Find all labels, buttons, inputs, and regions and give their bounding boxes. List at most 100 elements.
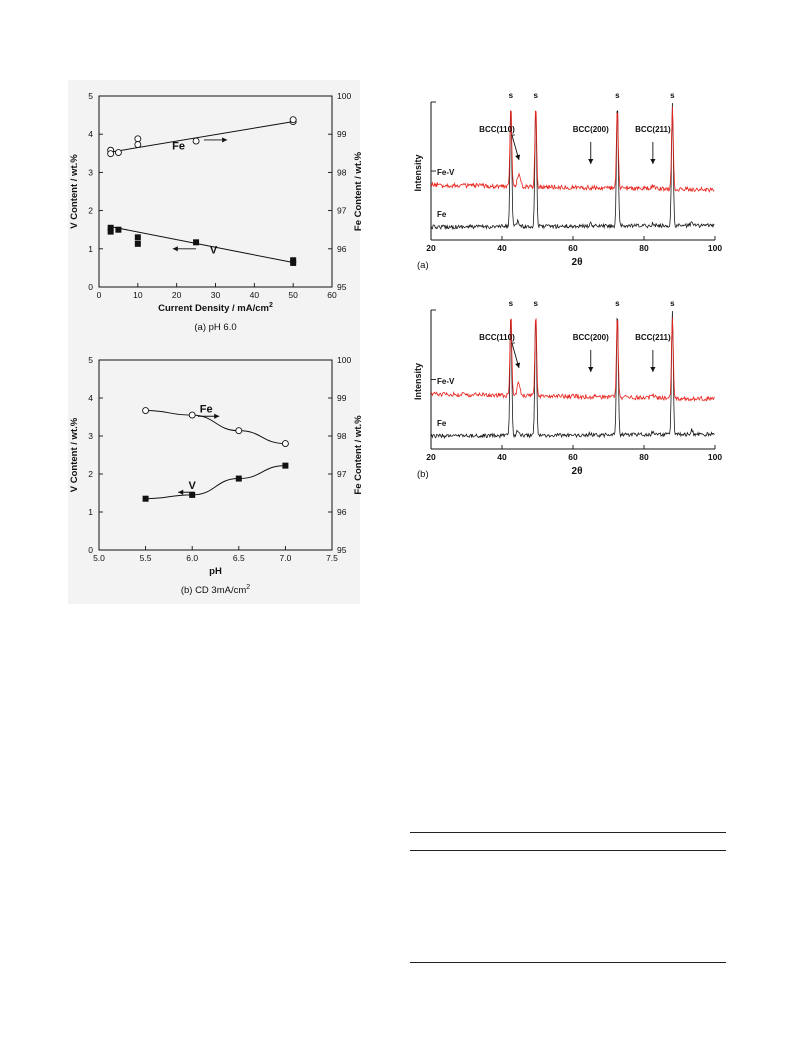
x-axis-label: pH bbox=[209, 566, 222, 577]
y-tick-label: 1 bbox=[88, 507, 93, 517]
v-axis-arrow bbox=[178, 489, 195, 495]
series-label-v: V bbox=[189, 480, 197, 492]
annotation-bcc200: BCC(200) bbox=[573, 333, 609, 342]
y2-tick-label: 96 bbox=[337, 507, 347, 517]
x-tick-label: 20 bbox=[172, 290, 182, 300]
annotation-arrow-head bbox=[588, 159, 594, 164]
annotation-arrow bbox=[588, 350, 594, 372]
x-tick-label: 6.5 bbox=[233, 553, 245, 563]
x-axis-label: Current Density / mA/cm2 bbox=[158, 302, 273, 314]
x-tick-label: 30 bbox=[211, 290, 221, 300]
x-tick-label: 7.0 bbox=[279, 553, 291, 563]
y-axis-label: V Content / wt.% bbox=[69, 417, 80, 492]
chart-d: 20 40 60 80 100 2θ Intensity (b) Fe-V Fe s s s s BCC(1… bbox=[413, 299, 722, 480]
x-tick-label: 60 bbox=[568, 452, 578, 462]
y-tick-label: 4 bbox=[88, 393, 93, 403]
data-point bbox=[192, 137, 200, 145]
y-tick-label: 2 bbox=[88, 469, 93, 479]
y-tick-label: 0 bbox=[88, 545, 93, 555]
fe-axis-arrow-head bbox=[214, 413, 220, 419]
series-label-fev: Fe-V bbox=[437, 377, 455, 386]
x-axis-label-sup: 2 bbox=[269, 302, 273, 309]
y-tick-label: 3 bbox=[88, 431, 93, 441]
x-tick-label: 40 bbox=[497, 452, 507, 462]
substrate-peak-label: s bbox=[670, 91, 675, 100]
data-point bbox=[107, 228, 114, 235]
series-label-fe: Fe bbox=[437, 210, 447, 219]
substrate-peak-label: s bbox=[509, 299, 514, 308]
y-tick-label: 5 bbox=[88, 91, 93, 101]
y-axis-label: Intensity bbox=[413, 363, 423, 400]
x-tick-label: 60 bbox=[568, 243, 578, 253]
chart-c: 20 40 60 80 100 2θ Intensity (a) Fe-V Fe s s s s BCC(1… bbox=[413, 91, 722, 271]
annotation-bcc110: BCC(110) bbox=[479, 125, 515, 134]
y2-tick-label: 95 bbox=[337, 282, 347, 292]
chart-caption: (b) CD 3mA/cm2 bbox=[181, 584, 250, 596]
x-tick-label: 100 bbox=[708, 452, 722, 462]
y2-tick-label: 98 bbox=[337, 167, 347, 177]
data-point bbox=[134, 141, 142, 148]
x-tick-label: 5.5 bbox=[140, 553, 152, 563]
y2-axis-label: Fe Content / wt.% bbox=[353, 151, 364, 231]
y2-tick-label: 98 bbox=[337, 431, 347, 441]
y2-tick-label: 100 bbox=[337, 91, 351, 101]
substrate-peak-label: s bbox=[509, 91, 514, 100]
series-line bbox=[145, 410, 286, 445]
chart-caption: (a) pH 6.0 bbox=[194, 322, 236, 333]
annotation-bcc211: BCC(211) bbox=[635, 333, 671, 342]
x-tick-label: 40 bbox=[497, 243, 507, 253]
data-point bbox=[281, 440, 289, 448]
substrate-peak-label: s bbox=[615, 299, 620, 308]
data-point bbox=[188, 411, 196, 419]
series-fev-trace bbox=[430, 106, 715, 193]
series-fe-trace bbox=[430, 102, 715, 230]
x-tick-label: 6.0 bbox=[186, 553, 198, 563]
substrate-peak-label: s bbox=[615, 91, 620, 100]
data-point bbox=[115, 226, 122, 233]
series-fev-trace bbox=[430, 317, 715, 402]
v-axis-arrow-head bbox=[178, 489, 184, 495]
series-label-fe: Fe bbox=[172, 141, 185, 153]
annotation-bcc110-arrow bbox=[511, 342, 521, 369]
data-point bbox=[193, 239, 200, 246]
plot-frame bbox=[98, 95, 333, 288]
annotation-arrow bbox=[650, 350, 656, 372]
y-tick-label: 2 bbox=[88, 206, 93, 216]
y2-tick-label: 95 bbox=[337, 545, 347, 555]
x-tick-label: 20 bbox=[426, 243, 436, 253]
fe-axis-arrow bbox=[203, 137, 228, 143]
chart-b: 5.0 5.5 6.0 6.5 7.0 7.5 0 1 2 3 4 5 95 96 97 98 99 100 pH V… bbox=[69, 355, 364, 596]
x-tick-label: 7.5 bbox=[326, 553, 338, 563]
y2-axis-label: Fe Content / wt.% bbox=[353, 415, 364, 495]
table-header-rule bbox=[410, 850, 726, 851]
data-point bbox=[114, 149, 122, 156]
series-V bbox=[142, 462, 289, 502]
data-point bbox=[142, 407, 150, 414]
x-tick-label: 80 bbox=[639, 243, 649, 253]
data-point bbox=[235, 427, 243, 435]
y-axis-label: V Content / wt.% bbox=[69, 154, 80, 229]
series-label-fe: Fe bbox=[200, 403, 213, 415]
fit-line bbox=[110, 226, 294, 264]
y2-tick-label: 99 bbox=[337, 393, 347, 403]
annotation-bcc110-arrow-head bbox=[515, 154, 521, 160]
x-tick-label: 20 bbox=[426, 452, 436, 462]
data-point bbox=[134, 234, 141, 241]
data-point bbox=[107, 150, 115, 158]
annotation-bcc200: BCC(200) bbox=[573, 125, 609, 134]
x-tick-label: 60 bbox=[327, 290, 337, 300]
data-point bbox=[134, 135, 142, 143]
fe-axis-arrow-head bbox=[222, 137, 228, 143]
y2-tick-label: 96 bbox=[337, 244, 347, 254]
fe-axis-arrow bbox=[197, 413, 220, 419]
series-Fe bbox=[142, 407, 289, 448]
y2-tick-label: 97 bbox=[337, 206, 347, 216]
annotation-arrow bbox=[588, 142, 594, 164]
plot-frame bbox=[98, 359, 333, 551]
annotation-arrow bbox=[650, 142, 656, 164]
data-point bbox=[235, 475, 242, 482]
x-tick-label: 10 bbox=[133, 290, 143, 300]
chart-caption: (b) bbox=[417, 469, 429, 480]
data-point bbox=[142, 495, 149, 502]
